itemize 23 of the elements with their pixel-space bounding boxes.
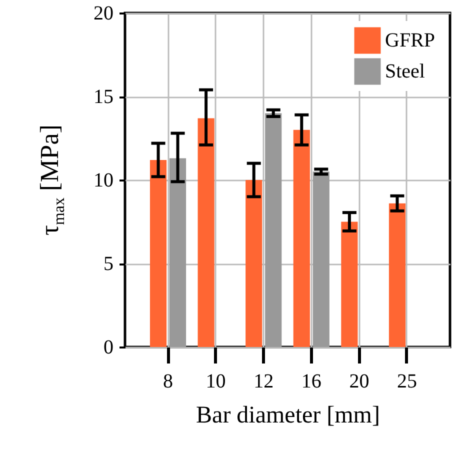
x-tick-label: 12: [254, 370, 274, 392]
y-tick-label: 10: [94, 170, 114, 192]
x-axis-title: Bar diameter [mm]: [196, 402, 380, 428]
bar: [388, 203, 406, 347]
x-tick-label: 25: [396, 370, 417, 392]
bar: [198, 118, 214, 347]
y-tick-label: 15: [94, 86, 114, 108]
bar: [246, 180, 262, 347]
bar: [150, 160, 167, 347]
bar: [293, 130, 310, 347]
legend-label: Steel: [385, 60, 426, 82]
legend-label: GFRP: [385, 30, 436, 52]
y-tick-label: 20: [94, 2, 114, 24]
x-tick-label: 8: [163, 370, 174, 392]
bar: [265, 113, 282, 347]
x-tick-label: 10: [206, 370, 226, 392]
y-tick-label: 0: [104, 336, 114, 358]
bar: [341, 222, 358, 347]
y-tick-label: 5: [104, 253, 114, 275]
bar: [169, 158, 186, 347]
x-tick-label: 20: [349, 370, 370, 392]
bar: [312, 172, 330, 347]
x-tick-label: 16: [301, 370, 322, 392]
